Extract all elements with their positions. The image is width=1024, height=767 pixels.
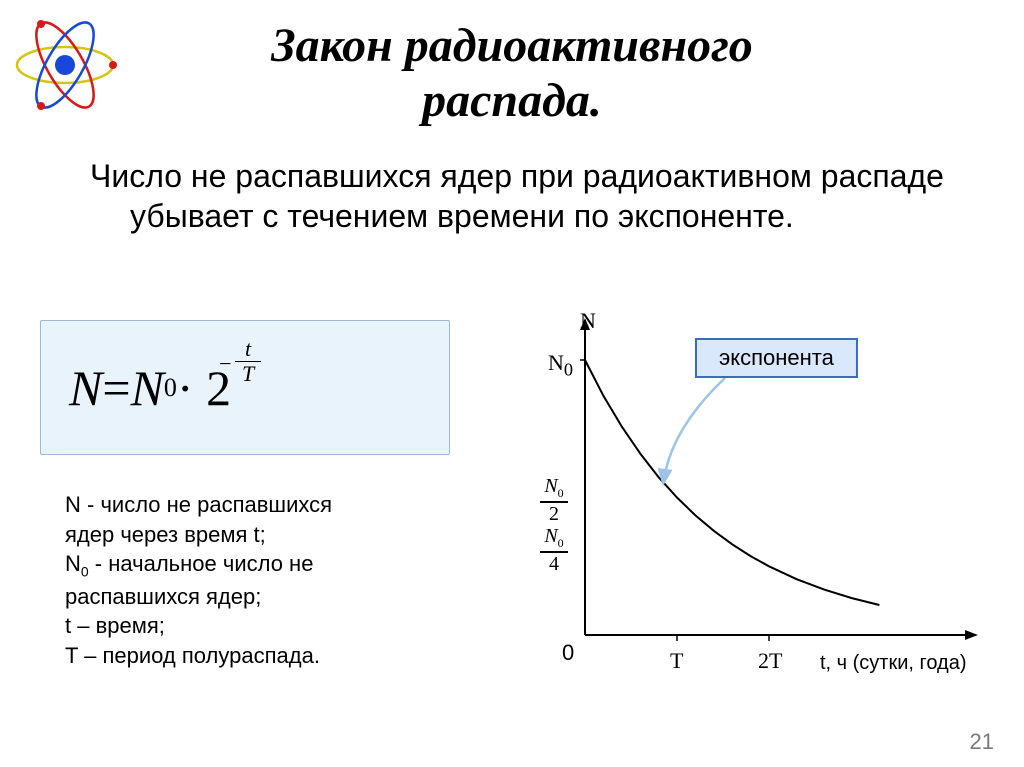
- exponent-label-box: экспонента: [695, 338, 858, 378]
- y-axis-label: N: [580, 308, 596, 334]
- y-tick-half: N0 2: [540, 475, 568, 526]
- legend-T: T – период полураспада.: [65, 641, 485, 671]
- formula-n0: N: [131, 359, 164, 417]
- x-tick-T: T: [670, 648, 683, 674]
- formula-eq: =: [102, 359, 130, 417]
- y-tick-n0: N0: [548, 350, 573, 380]
- title-line1: Закон радиоактивного: [271, 19, 753, 72]
- page-number: 21: [970, 729, 994, 755]
- decay-formula: N = N0 · 2 − t T: [69, 359, 261, 417]
- exponent-label: экспонента: [719, 345, 834, 370]
- formula-lhs: N: [69, 359, 102, 417]
- exponent-minus: −: [219, 351, 231, 377]
- legend-t: t – время;: [65, 611, 485, 641]
- formula-n0-sub: 0: [164, 373, 177, 403]
- y-tick-quarter: N0 4: [540, 525, 568, 576]
- exponent-num: t: [241, 337, 255, 361]
- atom-icon: [10, 10, 120, 120]
- page-title: Закон радиоактивного распада.: [0, 0, 1024, 128]
- x-axis-label: t, ч (сутки, года): [820, 652, 967, 675]
- formula-exponent: − t T: [235, 337, 261, 387]
- variable-legend: N - число не распавшихся ядер через врем…: [65, 490, 485, 671]
- body-text: Число не распавшихся ядер при радиоактив…: [90, 156, 974, 236]
- origin-label: 0: [562, 640, 574, 666]
- x-tick-2T: 2T: [758, 648, 782, 674]
- title-line2: распада.: [422, 74, 602, 127]
- legend-n: N - число не распавшихся ядер через врем…: [65, 490, 485, 549]
- decay-chart: экспонента N N0 N0 2 N0 4 0 T 2T t, ч (с…: [520, 310, 990, 710]
- formula-box: N = N0 · 2 − t T: [40, 320, 450, 455]
- legend-n0: N0 - начальное число не распавшихся ядер…: [65, 549, 485, 611]
- exponent-den: T: [238, 362, 258, 386]
